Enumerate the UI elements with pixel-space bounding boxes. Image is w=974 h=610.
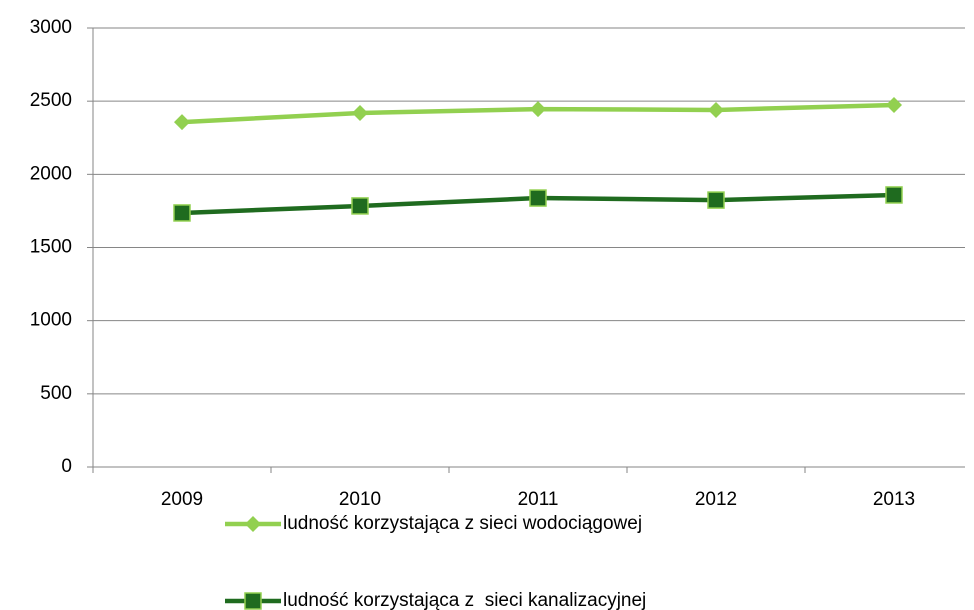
y-tick-label: 2000 <box>30 163 72 184</box>
legend-marker <box>244 592 262 610</box>
y-tick-label: 500 <box>40 383 72 404</box>
legend-marker <box>245 516 261 532</box>
y-tick-label: 2500 <box>30 90 72 111</box>
x-tick-label: 2011 <box>518 489 559 510</box>
x-tick-label: 2010 <box>339 489 381 510</box>
y-tick-label: 1500 <box>30 237 72 258</box>
data-point <box>351 197 369 215</box>
y-tick-label: 0 <box>61 456 72 477</box>
legend-label: ludność korzystająca z sieci wodociągowe… <box>283 513 642 534</box>
x-tick-label: 2009 <box>161 489 203 510</box>
data-point <box>530 101 546 118</box>
data-point <box>173 204 191 222</box>
y-tick-label: 1000 <box>30 310 72 331</box>
data-point <box>708 101 724 118</box>
y-tick-label: 3000 <box>30 17 72 38</box>
legend-label: ludność korzystająca z sieci kanalizacyj… <box>283 590 646 610</box>
data-point <box>886 96 902 113</box>
data-point <box>352 105 368 122</box>
data-point <box>707 191 725 209</box>
x-tick-label: 2012 <box>695 489 737 510</box>
data-point <box>174 114 190 131</box>
x-tick-label: 2013 <box>873 489 915 510</box>
data-point <box>885 186 903 204</box>
data-point <box>529 189 547 207</box>
